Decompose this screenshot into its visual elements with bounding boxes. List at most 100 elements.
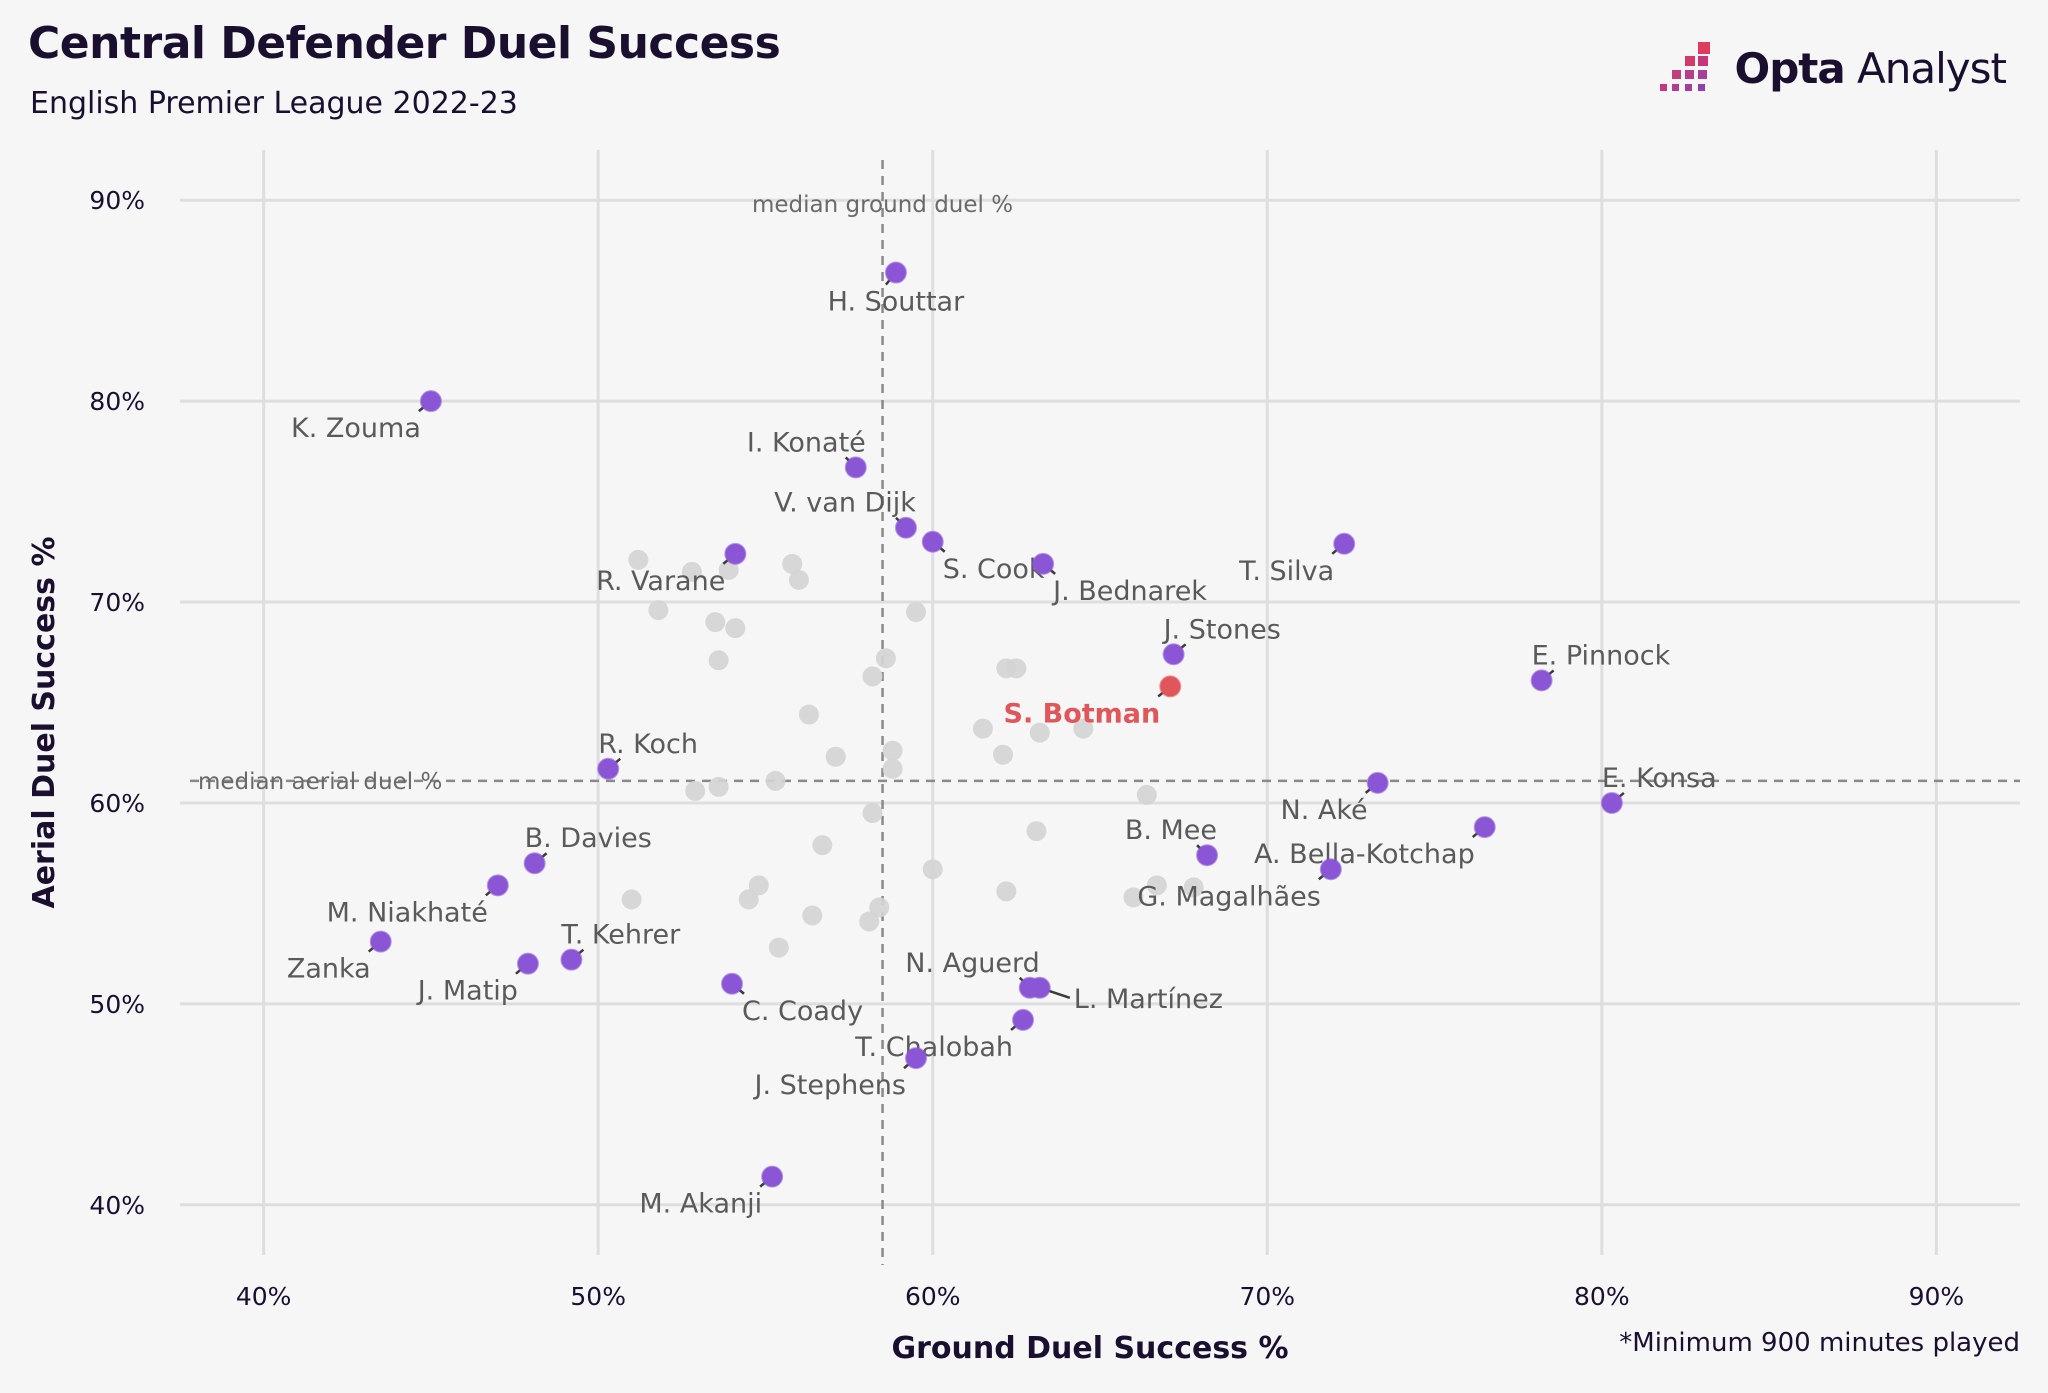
player-point [1473, 816, 1496, 839]
other-player-point [788, 569, 809, 590]
player-point [1600, 791, 1623, 814]
player-point [419, 390, 442, 413]
y-tick-label: 90% [89, 186, 145, 215]
player-label: K. Zouma [291, 413, 421, 444]
other-player-point [906, 602, 926, 623]
other-player-point [628, 549, 649, 570]
other-player-point [1146, 875, 1167, 896]
player-point [905, 1047, 927, 1070]
logo-wordmark: Opta Analyst [1734, 43, 2007, 93]
chart-subtitle: English Premier League 2022-23 [30, 86, 518, 121]
player-point [724, 542, 747, 565]
other-player-point [1029, 722, 1050, 743]
player-label: N. Aké [1281, 795, 1368, 826]
player-label: J. Stones [1162, 614, 1281, 645]
other-player-point [685, 780, 706, 801]
other-player-point [748, 875, 769, 896]
player-point [921, 530, 944, 553]
other-player-point [862, 666, 883, 687]
player-label: S. Botman [1004, 698, 1161, 729]
player-label: L. Martínez [1074, 984, 1223, 1015]
chart-title: Central Defender Duel Success [28, 18, 781, 69]
player-label: Zanka [287, 954, 371, 985]
player-label: C. Coady [742, 996, 863, 1027]
other-player-point [768, 937, 789, 958]
opta-bars-icon [1660, 42, 1711, 91]
player-label: T. Chalobah [854, 1032, 1013, 1063]
player-label: A. Bella-Kotchap [1254, 839, 1475, 870]
player-point [884, 261, 907, 284]
other-player-point [1136, 784, 1157, 805]
x-tick-label: 70% [1239, 1282, 1295, 1311]
player-point [1366, 771, 1389, 794]
other-player-point [1073, 718, 1094, 739]
y-tick-label: 50% [89, 990, 145, 1019]
x-tick-label: 80% [1574, 1282, 1630, 1311]
player-point [1162, 643, 1185, 666]
player-point [1012, 1008, 1035, 1031]
player-label: R. Koch [598, 729, 698, 760]
player-label: J. Matip [416, 976, 518, 1007]
featured-player-point [1159, 675, 1182, 698]
other-player-point [812, 835, 833, 856]
other-player-point [708, 650, 729, 671]
other-player-point [681, 561, 702, 582]
other-player-point [802, 905, 823, 926]
player-point [1032, 552, 1055, 575]
other-player-point [621, 889, 642, 910]
other-player-point [738, 889, 759, 910]
player-label: E. Konsa [1602, 763, 1717, 794]
player-point [1530, 669, 1553, 692]
player-label: T. Silva [1238, 556, 1334, 587]
player-point [516, 952, 539, 975]
player-label: G. Magalhães [1137, 881, 1320, 912]
player-point [1028, 976, 1051, 999]
other-player-point [882, 758, 903, 779]
player-label: M. Akanji [639, 1189, 762, 1220]
other-player-point [875, 648, 896, 669]
player-point [597, 757, 620, 780]
other-player-point [765, 770, 786, 791]
player-point [761, 1165, 784, 1188]
other-player-point [725, 618, 746, 639]
x-tick-label: 60% [905, 1282, 961, 1311]
other-player-point [862, 803, 883, 823]
other-player-point [1026, 821, 1047, 842]
player-point [1319, 858, 1342, 881]
other-player-point [798, 704, 819, 725]
x-tick-label: 90% [1909, 1282, 1965, 1311]
logo-bold-text: Opta [1734, 43, 1845, 93]
player-point [560, 948, 583, 971]
other-player-point [996, 881, 1017, 902]
player-label: B. Davies [525, 823, 652, 854]
player-point [369, 930, 392, 953]
other-player-point [648, 600, 669, 621]
player-label: V. van Dijk [774, 488, 916, 519]
other-player-point [825, 746, 846, 767]
logo-light-text: Analyst [1857, 43, 2007, 93]
other-player-point [1123, 887, 1144, 908]
player-label: S. Cook [943, 554, 1045, 585]
player-label: R. Varane [596, 566, 725, 597]
player-label: H. Souttar [828, 287, 965, 318]
player-point [486, 874, 509, 897]
player-label: M. Niakhaté [327, 897, 488, 928]
player-label: B. Mee [1125, 815, 1217, 846]
y-tick-label: 80% [89, 387, 145, 416]
median-aerial-label: median aerial duel % [198, 769, 442, 795]
y-tick-label: 40% [89, 1191, 145, 1220]
other-player-point [859, 911, 880, 932]
other-player-point [922, 859, 943, 880]
other-player-point [708, 776, 729, 797]
opta-analyst-logo: Opta Analyst [1658, 40, 2007, 96]
y-tick-label: 60% [89, 789, 145, 818]
player-point [721, 972, 743, 995]
other-player-point [782, 553, 803, 574]
y-tick-label: 70% [89, 588, 145, 617]
player-label: N. Aguerd [905, 948, 1039, 979]
player-label: J. Bednarek [1051, 576, 1207, 607]
player-label: I. Konaté [747, 427, 866, 458]
other-player-point [1006, 658, 1027, 679]
median-ground-label: median ground duel % [752, 192, 1013, 218]
